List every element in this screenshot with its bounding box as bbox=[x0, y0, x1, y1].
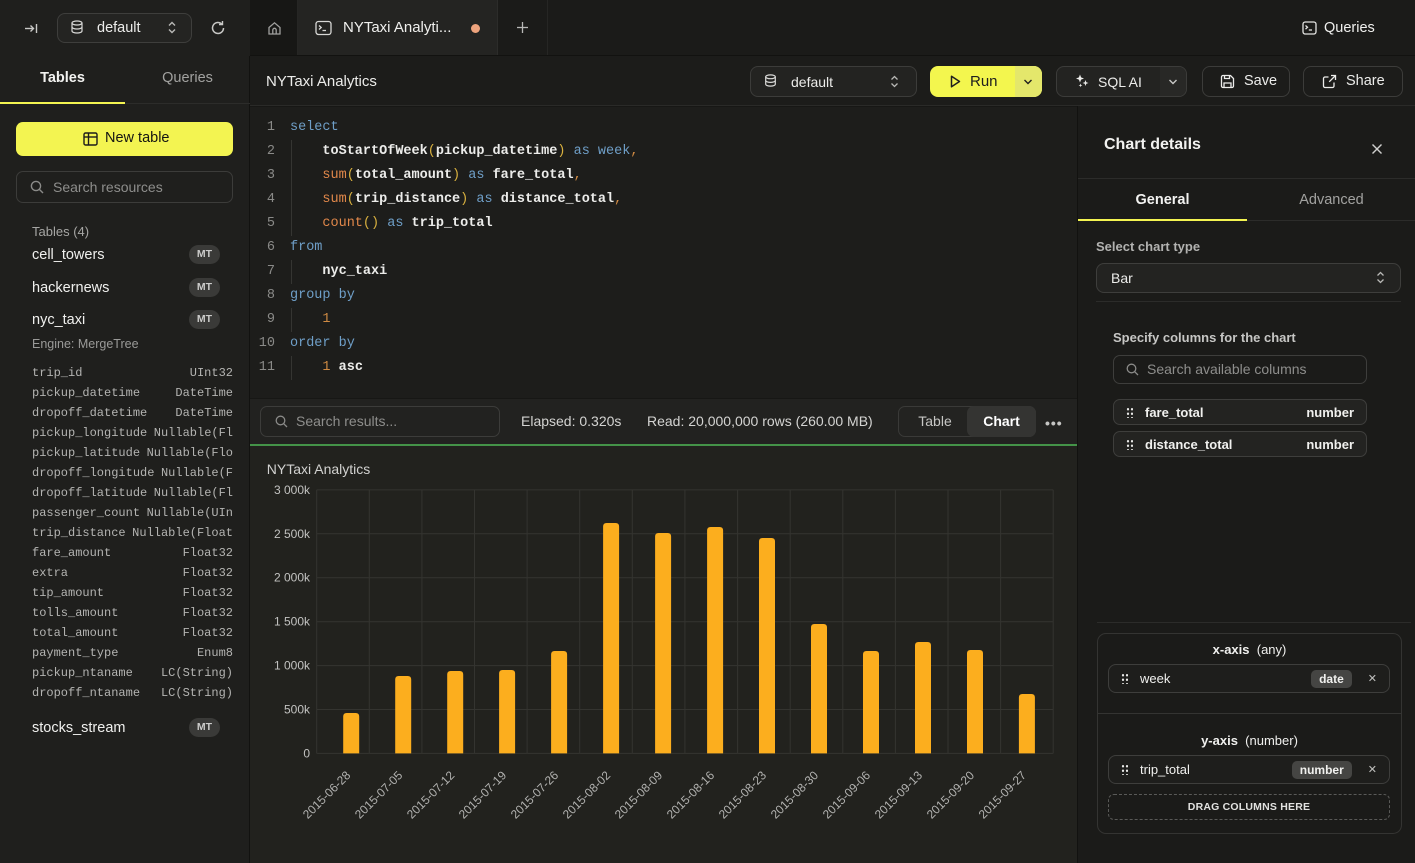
svg-text:2015-09-20: 2015-09-20 bbox=[924, 768, 978, 822]
svg-text:2015-08-23: 2015-08-23 bbox=[716, 768, 770, 822]
svg-text:3 000k: 3 000k bbox=[274, 483, 311, 497]
svg-text:0: 0 bbox=[303, 746, 310, 760]
svg-text:2015-08-09: 2015-08-09 bbox=[612, 768, 666, 822]
svg-text:1 500k: 1 500k bbox=[274, 615, 311, 629]
svg-text:NYTaxi Analytics: NYTaxi Analytics bbox=[267, 461, 370, 477]
svg-text:2015-07-05: 2015-07-05 bbox=[352, 768, 406, 822]
svg-text:1 000k: 1 000k bbox=[274, 659, 311, 673]
svg-text:2015-08-16: 2015-08-16 bbox=[664, 768, 718, 822]
svg-text:2 000k: 2 000k bbox=[274, 571, 311, 585]
svg-text:2015-07-26: 2015-07-26 bbox=[508, 768, 562, 822]
svg-text:2 500k: 2 500k bbox=[274, 527, 311, 541]
svg-text:2015-09-13: 2015-09-13 bbox=[872, 768, 926, 822]
svg-text:2015-09-27: 2015-09-27 bbox=[976, 768, 1030, 822]
svg-text:2015-07-19: 2015-07-19 bbox=[456, 768, 510, 822]
svg-text:500k: 500k bbox=[284, 703, 311, 717]
svg-text:2015-08-30: 2015-08-30 bbox=[768, 768, 822, 822]
svg-text:2015-06-28: 2015-06-28 bbox=[300, 768, 354, 822]
svg-text:2015-07-12: 2015-07-12 bbox=[404, 768, 458, 822]
svg-text:2015-09-06: 2015-09-06 bbox=[820, 768, 874, 822]
svg-text:2015-08-02: 2015-08-02 bbox=[560, 768, 614, 822]
